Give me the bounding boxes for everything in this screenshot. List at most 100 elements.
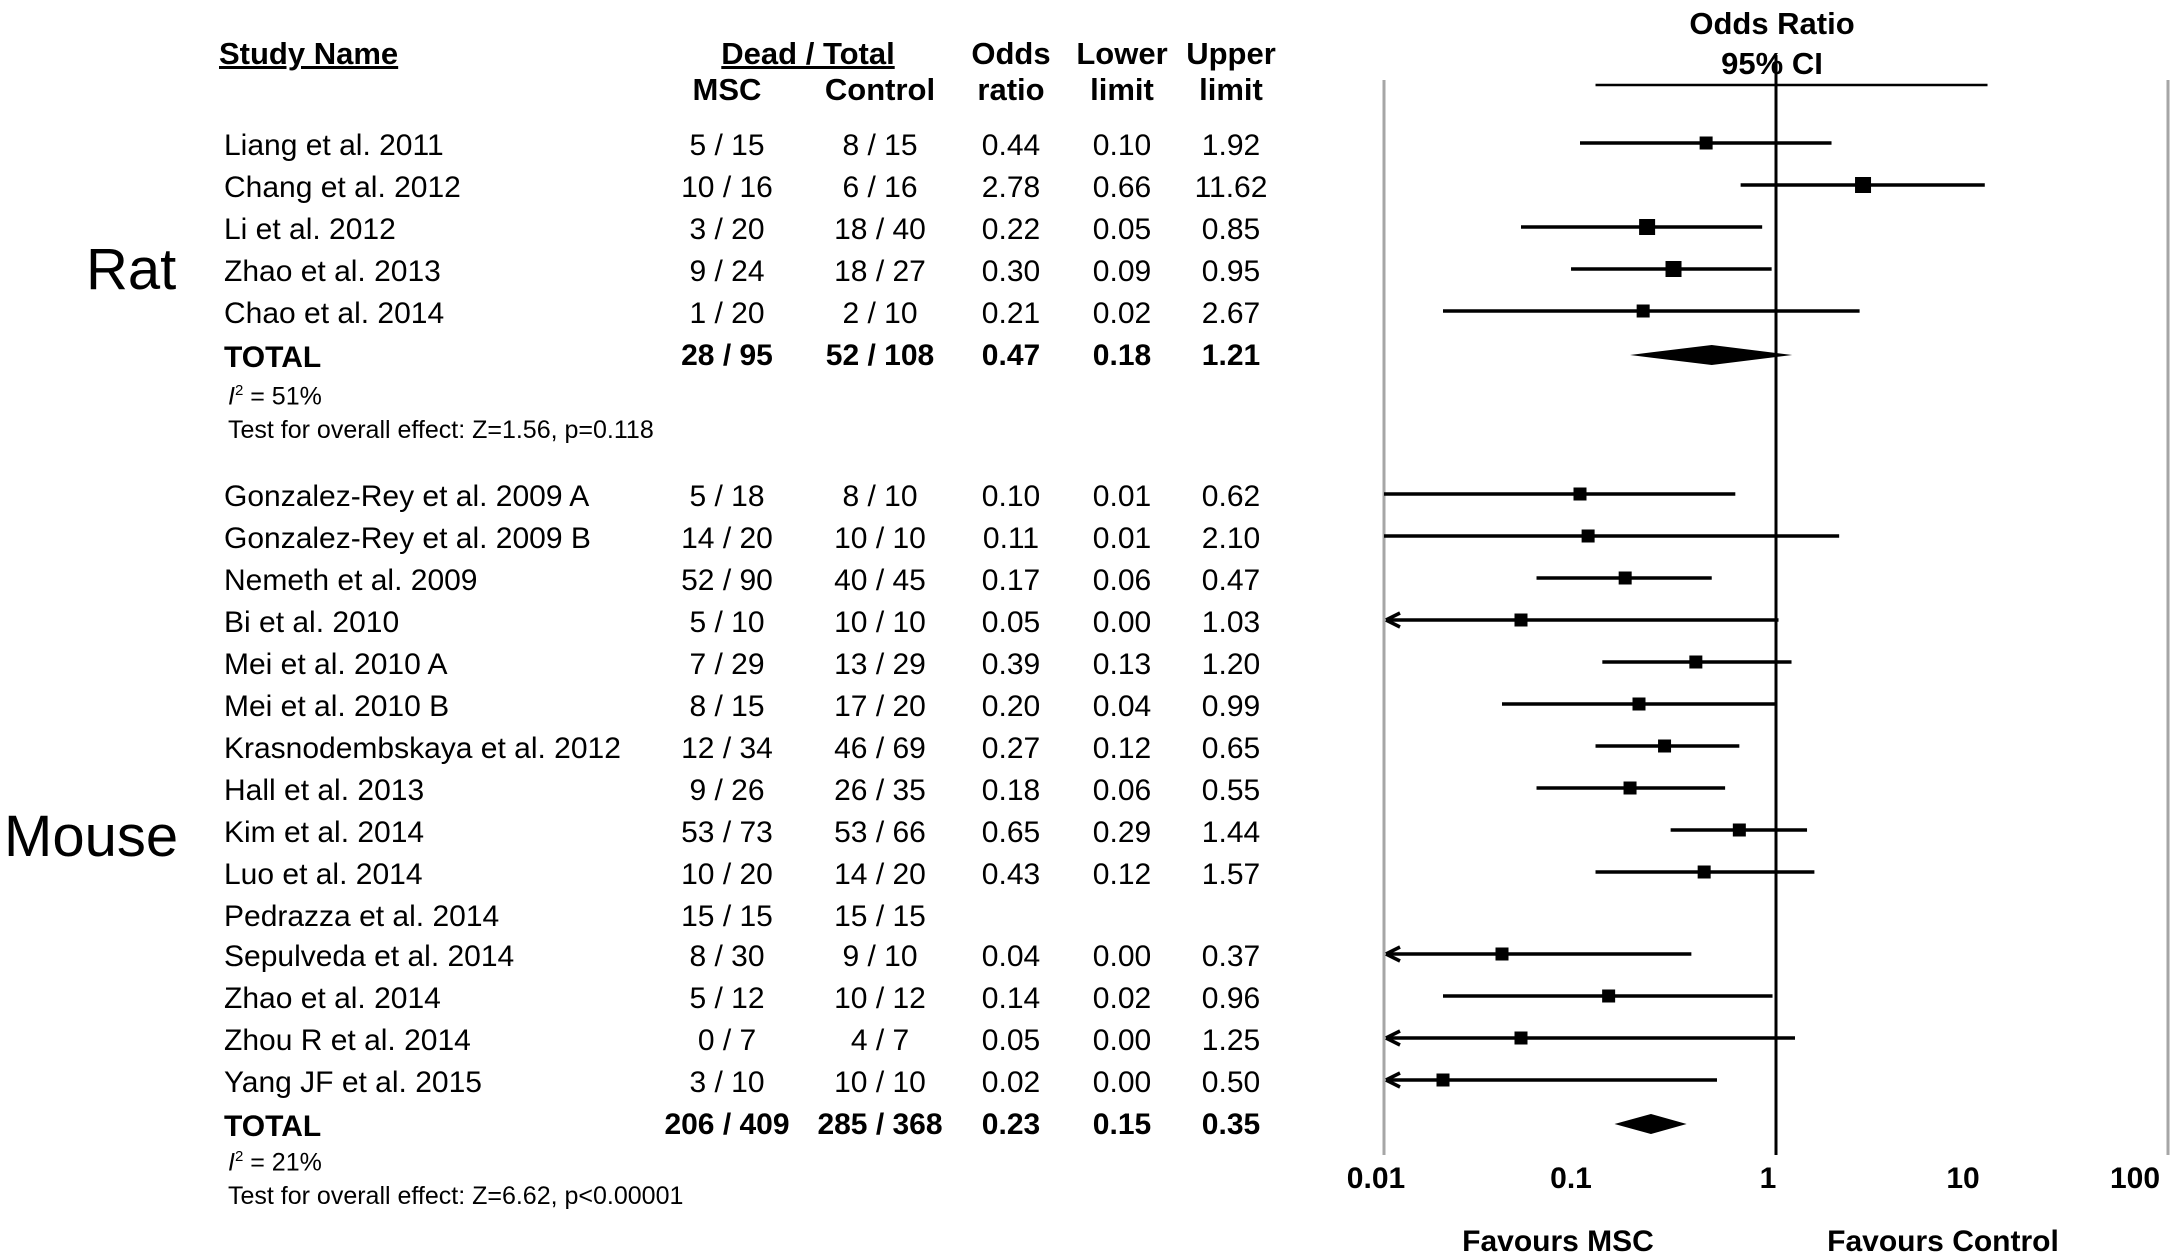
odds-ratio: 0.27	[981, 732, 1041, 765]
upper-limit: 1.92	[1201, 129, 1261, 162]
odds-ratio: 0.17	[981, 564, 1041, 597]
header-lower: Lower	[1076, 36, 1168, 71]
total-label: TOTAL	[224, 341, 322, 374]
control-count: 53 / 66	[834, 816, 926, 849]
header-upper-limit: limit	[1199, 72, 1263, 107]
study-name: Luo et al. 2014	[224, 858, 423, 891]
total-msc: 28 / 95	[681, 339, 773, 372]
total-odds-ratio: 0.47	[981, 339, 1041, 372]
control-count: 46 / 69	[834, 732, 926, 765]
x-tick-label: 10	[1946, 1162, 1980, 1195]
study-name: Liang et al. 2011	[224, 129, 444, 162]
overall-effect-test: Test for overall effect: Z=6.62, p<0.000…	[228, 1182, 684, 1210]
study-name: Gonzalez-Rey et al. 2009 B	[224, 522, 591, 555]
upper-limit: 0.55	[1201, 774, 1261, 807]
header-upper: Upper	[1186, 36, 1276, 71]
msc-count: 10 / 20	[681, 858, 773, 891]
ci-clip-arrow	[1385, 945, 1401, 963]
study-name: Chang et al. 2012	[224, 171, 461, 204]
upper-limit: 1.57	[1201, 858, 1261, 891]
msc-count: 1 / 20	[689, 297, 765, 330]
odds-ratio: 0.20	[981, 690, 1041, 723]
group-label-mouse: Mouse	[4, 804, 179, 869]
odds-ratio: 0.10	[981, 480, 1041, 513]
control-count: 26 / 35	[834, 774, 926, 807]
upper-limit: 1.20	[1201, 648, 1261, 681]
upper-limit: 0.85	[1201, 213, 1261, 246]
header-msc: MSC	[692, 72, 762, 107]
odds-ratio: 2.78	[981, 171, 1041, 204]
msc-count: 10 / 16	[681, 171, 773, 204]
study-name: Hall et al. 2013	[224, 774, 425, 807]
point-estimate	[1658, 739, 1672, 753]
odds-ratio: 0.65	[981, 816, 1041, 849]
msc-count: 9 / 26	[689, 774, 765, 807]
lower-limit: 0.12	[1092, 732, 1152, 765]
total-lower: 0.18	[1092, 339, 1152, 372]
msc-count: 5 / 12	[689, 982, 765, 1015]
ci-clip-arrow	[1385, 1071, 1401, 1089]
point-estimate	[1689, 655, 1703, 669]
point-estimate	[1495, 947, 1509, 961]
point-estimate	[1514, 613, 1528, 627]
pooled-estimate-diamond	[1614, 1114, 1687, 1134]
study-name: Yang JF et al. 2015	[224, 1066, 482, 1099]
total-upper: 1.21	[1201, 339, 1261, 372]
heterogeneity-i2: I2 = 51%	[228, 382, 322, 411]
point-estimate	[1636, 304, 1650, 318]
msc-count: 52 / 90	[681, 564, 773, 597]
point-estimate	[1581, 529, 1595, 543]
heterogeneity-i2: I2 = 21%	[228, 1148, 322, 1177]
study-name: Zhao et al. 2014	[224, 982, 441, 1015]
control-count: 6 / 16	[842, 171, 918, 204]
odds-ratio: 0.05	[981, 1024, 1041, 1057]
control-count: 18 / 40	[834, 213, 926, 246]
total-control: 285 / 368	[817, 1108, 943, 1141]
study-name: Mei et al. 2010 B	[224, 690, 450, 723]
odds-ratio: 0.44	[981, 129, 1041, 162]
control-count: 15 / 15	[834, 900, 926, 933]
upper-limit: 1.44	[1201, 816, 1261, 849]
lower-limit: 0.00	[1092, 606, 1152, 639]
point-estimate	[1618, 571, 1632, 585]
control-count: 4 / 7	[850, 1024, 910, 1057]
study-name: Chao et al. 2014	[224, 297, 445, 330]
header-dead-total: Dead / Total	[721, 36, 895, 71]
control-count: 2 / 10	[842, 297, 918, 330]
point-estimate	[1514, 1031, 1528, 1045]
study-name: Pedrazza et al. 2014	[224, 900, 500, 933]
msc-count: 0 / 7	[697, 1024, 757, 1057]
odds-ratio: 0.05	[981, 606, 1041, 639]
control-count: 10 / 10	[834, 1066, 926, 1099]
group-label-rat: Rat	[86, 237, 177, 302]
control-count: 10 / 12	[834, 982, 926, 1015]
msc-count: 12 / 34	[681, 732, 773, 765]
lower-limit: 0.02	[1092, 982, 1152, 1015]
upper-limit: 0.62	[1201, 480, 1261, 513]
lower-limit: 0.06	[1092, 564, 1152, 597]
odds-ratio: 0.22	[981, 213, 1041, 246]
header-study-name: Study Name	[219, 36, 399, 71]
upper-limit: 0.37	[1201, 940, 1261, 973]
lower-limit: 0.66	[1092, 171, 1152, 204]
point-estimate	[1697, 865, 1711, 879]
control-count: 8 / 10	[842, 480, 918, 513]
upper-limit: 2.10	[1201, 522, 1261, 555]
lower-limit: 0.01	[1092, 522, 1152, 555]
lower-limit: 0.05	[1092, 213, 1152, 246]
odds-ratio: 0.43	[981, 858, 1041, 891]
msc-count: 3 / 20	[689, 213, 765, 246]
x-tick-label: 100	[2109, 1162, 2161, 1195]
header-control: Control	[824, 72, 936, 107]
lower-limit: 0.09	[1092, 255, 1152, 288]
lower-limit: 0.02	[1092, 297, 1152, 330]
x-tick-label: 1	[1759, 1162, 1777, 1195]
control-count: 9 / 10	[842, 940, 918, 973]
msc-count: 8 / 15	[689, 690, 765, 723]
msc-count: 7 / 29	[689, 648, 765, 681]
total-msc: 206 / 409	[664, 1108, 790, 1141]
msc-count: 5 / 15	[689, 129, 765, 162]
upper-limit: 0.99	[1201, 690, 1261, 723]
msc-count: 5 / 10	[689, 606, 765, 639]
upper-limit: 0.65	[1201, 732, 1261, 765]
